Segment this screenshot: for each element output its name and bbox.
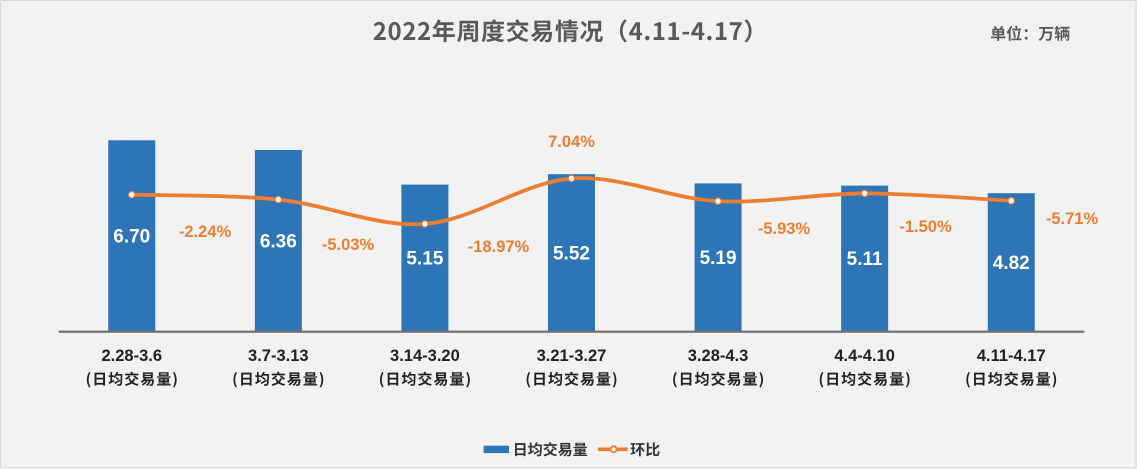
svg-text:5.52: 5.52 <box>553 244 590 265</box>
svg-text:4.4-4.10: 4.4-4.10 <box>834 347 895 365</box>
svg-text:5.15: 5.15 <box>406 249 443 270</box>
svg-text:4.11-4.17: 4.11-4.17 <box>977 347 1046 365</box>
svg-text:3.21-3.27: 3.21-3.27 <box>537 347 607 365</box>
svg-text:2.28-3.6: 2.28-3.6 <box>101 347 162 365</box>
svg-text:-2.24%: -2.24% <box>179 223 232 241</box>
svg-text:4.82: 4.82 <box>993 253 1030 274</box>
svg-text:-5.71%: -5.71% <box>1046 210 1099 228</box>
svg-text:-5.93%: -5.93% <box>758 220 811 238</box>
svg-text:-18.97%: -18.97% <box>468 238 530 256</box>
svg-text:-5.03%: -5.03% <box>322 236 375 254</box>
svg-text:6.36: 6.36 <box>260 231 297 252</box>
svg-text:6.70: 6.70 <box>113 227 150 248</box>
svg-text:3.7-3.13: 3.7-3.13 <box>248 347 309 365</box>
svg-text:3.14-3.20: 3.14-3.20 <box>390 347 460 365</box>
svg-text:-1.50%: -1.50% <box>899 218 952 236</box>
svg-text:5.11: 5.11 <box>847 249 883 270</box>
svg-text:3.28-4.3: 3.28-4.3 <box>688 347 749 365</box>
svg-text:5.19: 5.19 <box>700 248 737 269</box>
svg-text:7.04%: 7.04% <box>548 133 595 151</box>
